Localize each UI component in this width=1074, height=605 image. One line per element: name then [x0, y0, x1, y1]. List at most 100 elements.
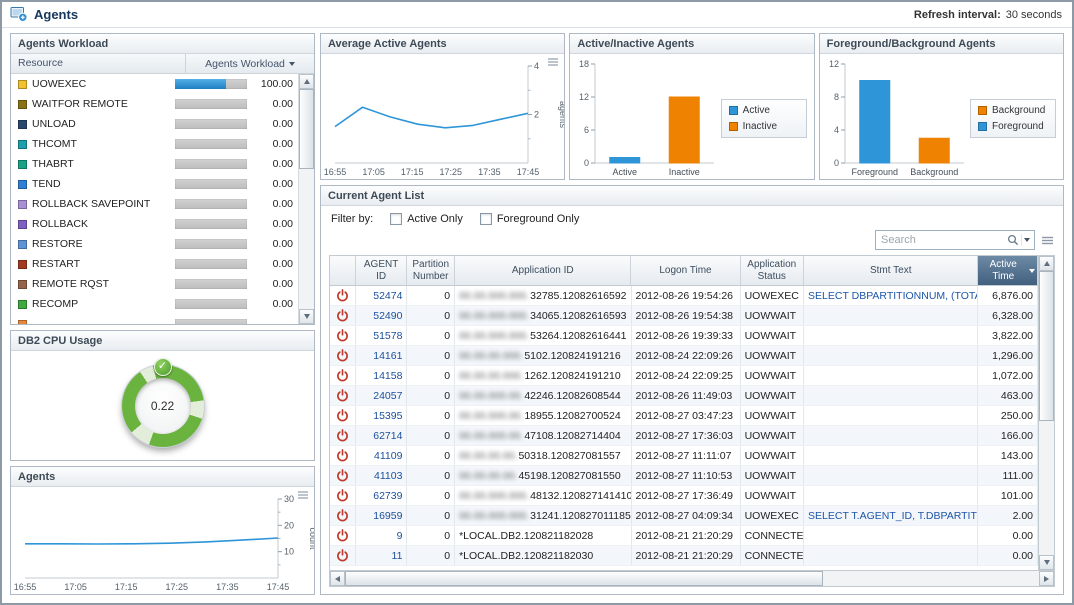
agent-id-cell[interactable]: 62739: [356, 486, 408, 505]
agent-id-cell[interactable]: 41103: [356, 466, 408, 485]
chart-options-icon[interactable]: [297, 490, 309, 503]
search-icon[interactable]: [1005, 234, 1021, 246]
scrollbar-thumb[interactable]: [1039, 271, 1054, 421]
workload-row[interactable]: ROLLBACK 0.00: [11, 214, 298, 234]
column-header-agents-workload[interactable]: Agents Workload: [186, 54, 314, 73]
agent-id-cell[interactable]: 9: [356, 526, 408, 545]
power-button[interactable]: [330, 406, 356, 425]
workload-row[interactable]: RESTART 0.00: [11, 254, 298, 274]
active-only-checkbox[interactable]: [390, 213, 403, 225]
agent-row[interactable]: 11 0 *LOCAL.DB2.120821182030 2012-08-21 …: [330, 546, 1038, 566]
workload-row[interactable]: ROLLBACK SAVEPOINT 0.00: [11, 194, 298, 214]
agent-row[interactable]: 14161 0 00.00.00.000. 5102.120824191216 2…: [330, 346, 1038, 366]
agent-row[interactable]: 52474 0 00.00.000.000. 32785.12082616592 …: [330, 286, 1038, 306]
agent-row[interactable]: 52490 0 00.00.000.000. 34065.12082616593 …: [330, 306, 1038, 326]
column-header-actions[interactable]: [330, 256, 356, 285]
application-status-cell: CONNECTED: [741, 526, 805, 545]
workload-row[interactable]: [11, 314, 298, 324]
column-header-active-time[interactable]: Active Time: [978, 256, 1038, 285]
power-button[interactable]: [330, 386, 356, 405]
scroll-left-button[interactable]: [330, 571, 345, 586]
scrollbar-track[interactable]: [299, 169, 314, 309]
chart-options-icon[interactable]: [547, 57, 559, 70]
power-button[interactable]: [330, 306, 356, 325]
workload-row[interactable]: RESTORE 0.00: [11, 234, 298, 254]
agent-row[interactable]: 24057 0 00.00.000.00. 42246.12082608544 2…: [330, 386, 1038, 406]
agent-row[interactable]: 41109 0 00.00.00.00. 50318.120827081557 2…: [330, 446, 1038, 466]
power-button[interactable]: [330, 446, 356, 465]
agent-row[interactable]: 51578 0 00.00.000.000. 53264.12082616441 …: [330, 326, 1038, 346]
workload-row[interactable]: TEND 0.00: [11, 174, 298, 194]
workload-scrollbar[interactable]: [298, 74, 314, 324]
agent-row[interactable]: 15395 0 00.00.000.00. 18955.12082700524 2…: [330, 406, 1038, 426]
power-button[interactable]: [330, 346, 356, 365]
agent-id-cell[interactable]: 14158: [356, 366, 408, 385]
power-button[interactable]: [330, 326, 356, 345]
workload-row[interactable]: THCOMT 0.00: [11, 134, 298, 154]
workload-row[interactable]: REMOTE RQST 0.00: [11, 274, 298, 294]
svg-text:0: 0: [834, 158, 839, 168]
agent-id-cell[interactable]: 16959: [356, 506, 408, 525]
agent-id-cell[interactable]: 14161: [356, 346, 408, 365]
scrollbar-track[interactable]: [1039, 421, 1054, 555]
agent-row[interactable]: 9 0 *LOCAL.DB2.120821182028 2012-08-21 2…: [330, 526, 1038, 546]
partition-number-cell: 0: [407, 386, 456, 405]
agent-id-cell[interactable]: 41109: [356, 446, 408, 465]
column-header-application-status[interactable]: Application Status: [741, 256, 804, 285]
vertical-scrollbar[interactable]: [1038, 256, 1054, 570]
foreground-only-filter[interactable]: Foreground Only: [479, 213, 579, 225]
resource-name: REMOTE RQST: [32, 278, 110, 290]
power-button[interactable]: [330, 546, 356, 565]
column-header-partition-number[interactable]: Partition Number: [407, 256, 456, 285]
power-button[interactable]: [330, 466, 356, 485]
workload-row[interactable]: THABRT 0.00: [11, 154, 298, 174]
agent-row[interactable]: 41103 0 00.00.00.00. 45198.120827081550 2…: [330, 466, 1038, 486]
grid-options-icon[interactable]: [1041, 235, 1054, 246]
agent-row[interactable]: 16959 0 00.00.000.000. 31241.120827011185…: [330, 506, 1038, 526]
agent-id-cell[interactable]: 52490: [356, 306, 408, 325]
up-arrow-icon: [303, 79, 310, 84]
scroll-down-button[interactable]: [1039, 555, 1054, 570]
search-input[interactable]: [876, 234, 1005, 246]
active-only-filter[interactable]: Active Only: [390, 213, 463, 225]
power-button[interactable]: [330, 286, 356, 305]
workload-row[interactable]: RECOMP 0.00: [11, 294, 298, 314]
horizontal-scrollbar[interactable]: [330, 570, 1054, 586]
agent-id-cell[interactable]: 52474: [356, 286, 408, 305]
agent-id-cell[interactable]: 11: [356, 546, 408, 565]
workload-row[interactable]: UNLOAD 0.00: [11, 114, 298, 134]
column-header-logon-time[interactable]: Logon Time: [631, 256, 741, 285]
foreground-only-checkbox[interactable]: [479, 213, 492, 225]
scrollbar-thumb[interactable]: [345, 571, 823, 586]
application-id-cell: 00.00.000.000. 48132.120827141410: [455, 486, 632, 505]
scrollbar-track[interactable]: [823, 571, 1039, 586]
power-button[interactable]: [330, 506, 356, 525]
power-button[interactable]: [330, 426, 356, 445]
search-dropdown-icon[interactable]: [1021, 234, 1034, 246]
search-box[interactable]: [875, 230, 1035, 250]
power-button[interactable]: [330, 526, 356, 545]
agent-row[interactable]: 62714 0 00.00.000.00. 47108.12082714404 2…: [330, 426, 1038, 446]
workload-row[interactable]: UOWEXEC 100.00: [11, 74, 298, 94]
workload-value: 0.00: [272, 298, 293, 310]
workload-row[interactable]: WAITFOR REMOTE 0.00: [11, 94, 298, 114]
power-button[interactable]: [330, 486, 356, 505]
cpu-value: 0.22: [150, 398, 175, 413]
scroll-up-button[interactable]: [299, 74, 314, 89]
agent-id-cell[interactable]: 15395: [356, 406, 408, 425]
agent-id-cell[interactable]: 51578: [356, 326, 408, 345]
column-header-resource[interactable]: Resource: [11, 54, 186, 73]
application-status-cell: UOWWAIT: [741, 366, 805, 385]
agent-id-cell[interactable]: 62714: [356, 426, 408, 445]
scroll-down-button[interactable]: [299, 309, 314, 324]
scroll-right-button[interactable]: [1039, 571, 1054, 586]
agent-row[interactable]: 62739 0 00.00.000.000. 48132.120827141410…: [330, 486, 1038, 506]
agent-row[interactable]: 14158 0 00.00.00.000. 1262.120824191210 2…: [330, 366, 1038, 386]
agent-id-cell[interactable]: 24057: [356, 386, 408, 405]
column-header-agent-id[interactable]: AGENT ID: [356, 256, 408, 285]
column-header-stmt-text[interactable]: Stmt Text: [804, 256, 979, 285]
power-button[interactable]: [330, 366, 356, 385]
scrollbar-thumb[interactable]: [299, 89, 314, 169]
column-header-application-id[interactable]: Application ID: [455, 256, 632, 285]
scroll-up-button[interactable]: [1039, 256, 1054, 271]
